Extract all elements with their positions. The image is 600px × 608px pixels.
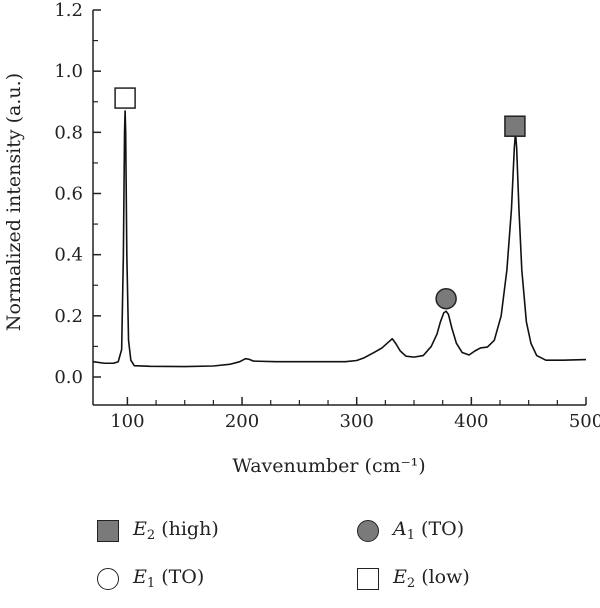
y-tick-label: 0.2 xyxy=(54,306,83,327)
x-tick-label: 300 xyxy=(340,411,374,432)
x-axis-title: Wavenumber (cm⁻¹) xyxy=(232,455,425,477)
peak-marker-square xyxy=(114,87,136,109)
legend-symbol-square-gray xyxy=(97,519,119,542)
legend-symbol-square-white xyxy=(357,567,379,590)
legend-item: E1 (TO) xyxy=(97,566,204,591)
legend-symbol-circle-white xyxy=(97,567,119,590)
peak-marker-circle xyxy=(435,287,457,310)
x-tick-label: 200 xyxy=(225,411,259,432)
y-tick-label: 1.0 xyxy=(54,61,83,82)
x-tick-label: 500 xyxy=(569,411,600,432)
legend-label: E1 (TO) xyxy=(133,566,205,591)
y-tick-label: 0.4 xyxy=(54,245,83,266)
raman-spectrum-chart: 0.0 0.2 0.4 0.6 0.8 1.0 1.2 100 200 300 400 500 Wav… xyxy=(3,0,600,477)
x-tick-label: 100 xyxy=(110,411,144,432)
legend-item: E2 (high) xyxy=(97,518,219,543)
legend-label: A1 (TO) xyxy=(393,518,465,543)
legend-item: A1 (TO) xyxy=(357,518,464,543)
y-tick-label: 0.0 xyxy=(54,367,83,388)
legend-label: E2 (high) xyxy=(133,518,219,543)
spectrum-line xyxy=(92,110,587,368)
series-layer xyxy=(92,110,587,368)
y-axis-title: Normalized intensity (a.u.) xyxy=(3,73,25,331)
legend-item: E2 (low) xyxy=(357,566,470,591)
legend-label: E2 (low) xyxy=(393,566,470,591)
y-tick-label: 0.8 xyxy=(54,122,83,143)
y-tick-label: 1.2 xyxy=(54,0,83,21)
peak-marker-square xyxy=(504,115,526,137)
peak-markers xyxy=(114,87,526,310)
x-tick-label: 400 xyxy=(454,411,488,432)
legend-symbol-circle-gray xyxy=(357,519,379,542)
y-tick-label: 0.6 xyxy=(54,184,83,205)
chart-axes: 0.0 0.2 0.4 0.6 0.8 1.0 1.2 100 200 300 400 500 xyxy=(54,0,600,432)
